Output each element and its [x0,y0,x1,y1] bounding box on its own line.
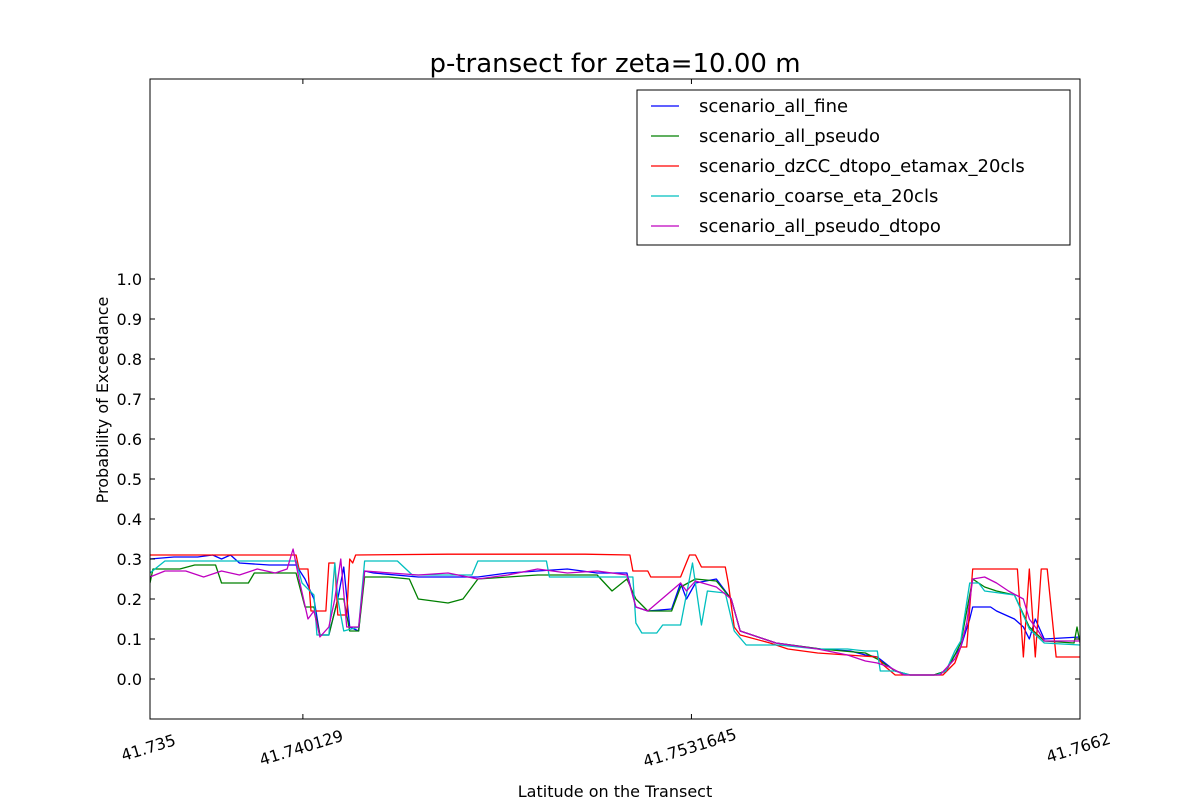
y-tick-label: 0.1 [117,630,142,649]
legend-box [636,89,1071,246]
legend-label: scenario_coarse_eta_20cls [699,186,938,207]
y-tick-label: 0.0 [117,670,142,689]
series-lines [150,548,1080,676]
legend-label: scenario_all_fine [699,96,848,117]
y-tick-label: 0.9 [117,310,142,329]
legend-label: scenario_dzCC_dtopo_etamax_20cls [699,156,1025,177]
series-line-scenario_dzCC_dtopo_etamax_20cls [150,553,1080,676]
y-tick-label: 0.2 [117,590,142,609]
legend-label: scenario_all_pseudo_dtopo [699,216,941,237]
y-tick-label: 0.8 [117,350,142,369]
legend-label: scenario_all_pseudo [699,126,880,147]
y-tick-label: 0.5 [117,470,142,489]
x-tick-label: 41.7662 [1044,729,1113,767]
chart-title: p-transect for zeta=10.00 m [429,49,800,79]
legend: scenario_all_fine scenario_all_pseudoscen… [636,89,1071,246]
x-tick-label: 41.740129 [257,726,345,769]
y-tick-label: 0.7 [117,390,142,409]
y-tick-label: 0.6 [117,430,142,449]
x-tick-label: 41.735 [119,730,178,765]
series-line-scenario_coarse_eta_20cls [150,560,1080,676]
series-line-scenario_all_pseudo_dtopo [150,548,1080,676]
series-line-scenario_all_pseudo [150,564,1080,676]
y-tick-label: 0.3 [117,550,142,569]
y-axis-label: Probability of Exceedance [93,297,112,504]
x-tick-label: 41.7531645 [641,725,739,771]
x-axis-label: Latitude on the Transect [518,782,713,800]
y-tick-label: 0.4 [117,510,142,529]
y-tick-label: 1.0 [117,270,142,289]
